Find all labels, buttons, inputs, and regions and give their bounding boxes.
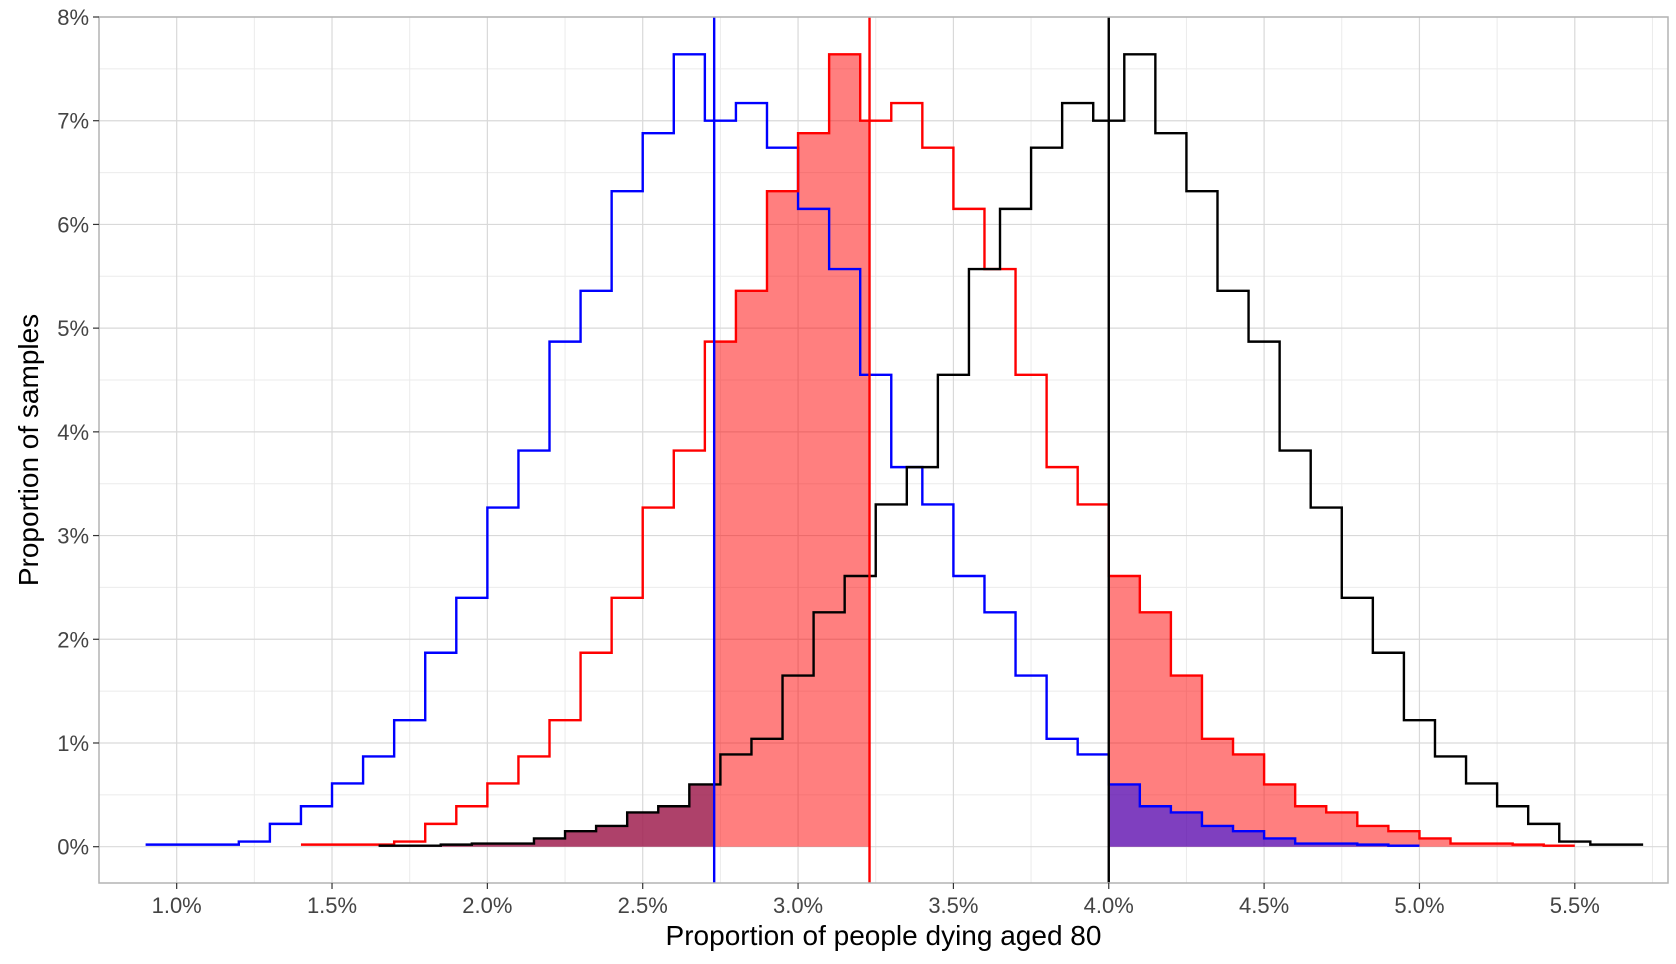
x-axis-ticks: 1.0% 1.5% 2.0% 2.5% 3.0% 3.5% 4.0% 4.5% 5.0% 5.5% (152, 883, 1600, 918)
x-tick-label: 4.5% (1239, 893, 1289, 918)
x-tick-label: 3.5% (928, 893, 978, 918)
mean-lines (712, 17, 1110, 883)
shaded-region (300, 784, 715, 847)
shaded-regions (300, 54, 1575, 847)
y-tick-label: 7% (57, 109, 89, 134)
x-tick-label: 5.5% (1550, 893, 1600, 918)
y-tick-label: 0% (57, 835, 89, 860)
x-tick-label: 1.5% (307, 893, 357, 918)
y-tick-label: 4% (57, 420, 89, 445)
x-tick-label: 2.5% (618, 893, 668, 918)
x-axis-title: Proportion of people dying aged 80 (666, 920, 1102, 951)
x-tick-label: 1.0% (152, 893, 202, 918)
minor-gridlines (98, 17, 1668, 883)
y-tick-label: 5% (57, 316, 89, 341)
y-tick-label: 1% (57, 731, 89, 756)
x-tick-label: 3.0% (773, 893, 823, 918)
histogram-step-line-1 (300, 53, 1575, 847)
y-tick-label: 2% (57, 627, 89, 652)
y-tick-label: 3% (57, 524, 89, 549)
y-axis-ticks: 0% 1% 2% 3% 4% 5% 6% 7% 8% (57, 5, 99, 860)
histogram-step-line-2 (378, 53, 1644, 847)
major-gridlines (99, 16, 1668, 883)
shaded-region (714, 54, 870, 847)
x-tick-label: 2.0% (462, 893, 512, 918)
y-tick-label: 8% (57, 5, 89, 30)
panel-border (98, 16, 1669, 884)
shaded-region (1108, 576, 1575, 847)
x-tick-label: 4.0% (1084, 893, 1134, 918)
histogram-series (145, 53, 1644, 847)
y-tick-label: 6% (57, 212, 89, 237)
shaded-region (1108, 784, 1420, 847)
x-tick-label: 5.0% (1394, 893, 1444, 918)
y-axis-title: Proportion of samples (13, 314, 44, 586)
